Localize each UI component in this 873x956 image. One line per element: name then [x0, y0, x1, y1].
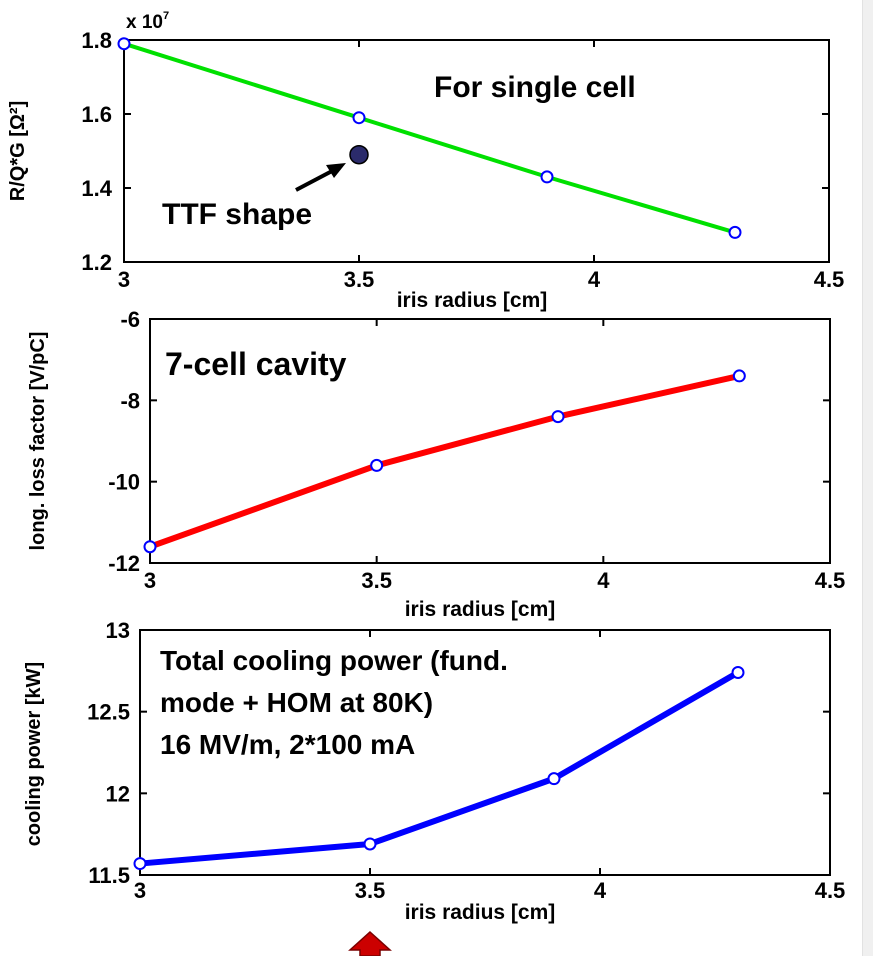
x-tick-label: 3: [144, 568, 156, 593]
ttf-arrow: [295, 163, 346, 192]
x-tick-label: 3.5: [361, 568, 392, 593]
x-tick-label: 4.5: [814, 267, 845, 292]
y-axis-label: long. loss factor [V/pC]: [27, 332, 49, 551]
y-tick-label: 12.5: [87, 700, 130, 725]
y-tick-label: -12: [108, 551, 140, 576]
red-arrow-shape: [348, 930, 392, 956]
panel-7-cell-cavity: 7-cell cavity 3 3.5 4 4.5 -12 -10 -8 -6 long. l…: [27, 307, 845, 621]
data-point: [143, 540, 157, 554]
x-tick-label: 4: [594, 878, 607, 903]
series-line: [148, 373, 740, 550]
annotation-line-1: Total cooling power (fund.: [160, 645, 508, 676]
panel-single-cell: x 107 For single cell TTF shape 3 3.5 4 4.5…: [7, 10, 844, 312]
annotation-7-cell: 7-cell cavity: [165, 346, 347, 382]
x-tick-label: 4: [588, 267, 601, 292]
panel-cooling-power: Total cooling power (fund. mode + HOM at…: [23, 618, 845, 956]
x-tick-label: 3: [134, 878, 146, 903]
axes-frame: [149, 318, 831, 564]
y-tick-label: -10: [108, 470, 140, 495]
data-point: [133, 857, 147, 871]
axes-frame: [123, 39, 830, 263]
x-axis-label: iris radius [cm]: [397, 289, 548, 312]
data-point: [540, 170, 554, 184]
y-axis-label: R/Q*G [Ω²]: [7, 101, 29, 201]
data-point: [551, 410, 565, 424]
y-tick-label: 1.2: [81, 250, 112, 275]
selected-radius-arrow: [348, 930, 392, 956]
exponent-label: x 107: [126, 10, 169, 33]
scroll-strip: [862, 0, 873, 956]
series-line: [123, 41, 736, 235]
x-tick-label: 4.5: [815, 878, 846, 903]
x-tick-label: 3.5: [344, 267, 375, 292]
data-point: [363, 837, 377, 851]
data-point: [728, 225, 742, 239]
series-line: [139, 669, 740, 867]
annotation-line-2: mode + HOM at 80K): [160, 687, 433, 718]
y-tick-label: 13: [106, 618, 130, 643]
ttf-shape-point: [349, 144, 369, 165]
axes-frame: [139, 629, 831, 876]
data-point: [370, 458, 384, 472]
y-tick-label: -6: [120, 307, 140, 332]
data-point: [547, 772, 561, 786]
data-point: [731, 665, 745, 679]
y-tick-label: 11.5: [88, 863, 130, 888]
y-tick-label: 1.6: [81, 102, 112, 127]
x-tick-label: 3.5: [355, 878, 386, 903]
ttf-shape-label: TTF shape: [162, 198, 312, 231]
x-tick-label: 3: [118, 267, 130, 292]
annotation-single-cell: For single cell: [434, 71, 636, 104]
y-tick-label: 1.8: [81, 28, 112, 53]
y-axis-label: cooling power [kW]: [23, 662, 45, 846]
y-tick-label: -8: [120, 388, 140, 413]
y-tick-label: 12: [106, 781, 130, 806]
x-axis-label: iris radius [cm]: [405, 901, 556, 924]
x-tick-label: 4.5: [815, 568, 846, 593]
y-tick-label: 1.4: [81, 176, 112, 201]
data-point: [352, 111, 366, 125]
annotation-line-3: 16 MV/m, 2*100 mA: [160, 729, 415, 760]
x-tick-label: 4: [597, 568, 610, 593]
data-point: [117, 37, 131, 51]
x-axis-label: iris radius [cm]: [405, 598, 556, 621]
data-point: [732, 369, 746, 383]
